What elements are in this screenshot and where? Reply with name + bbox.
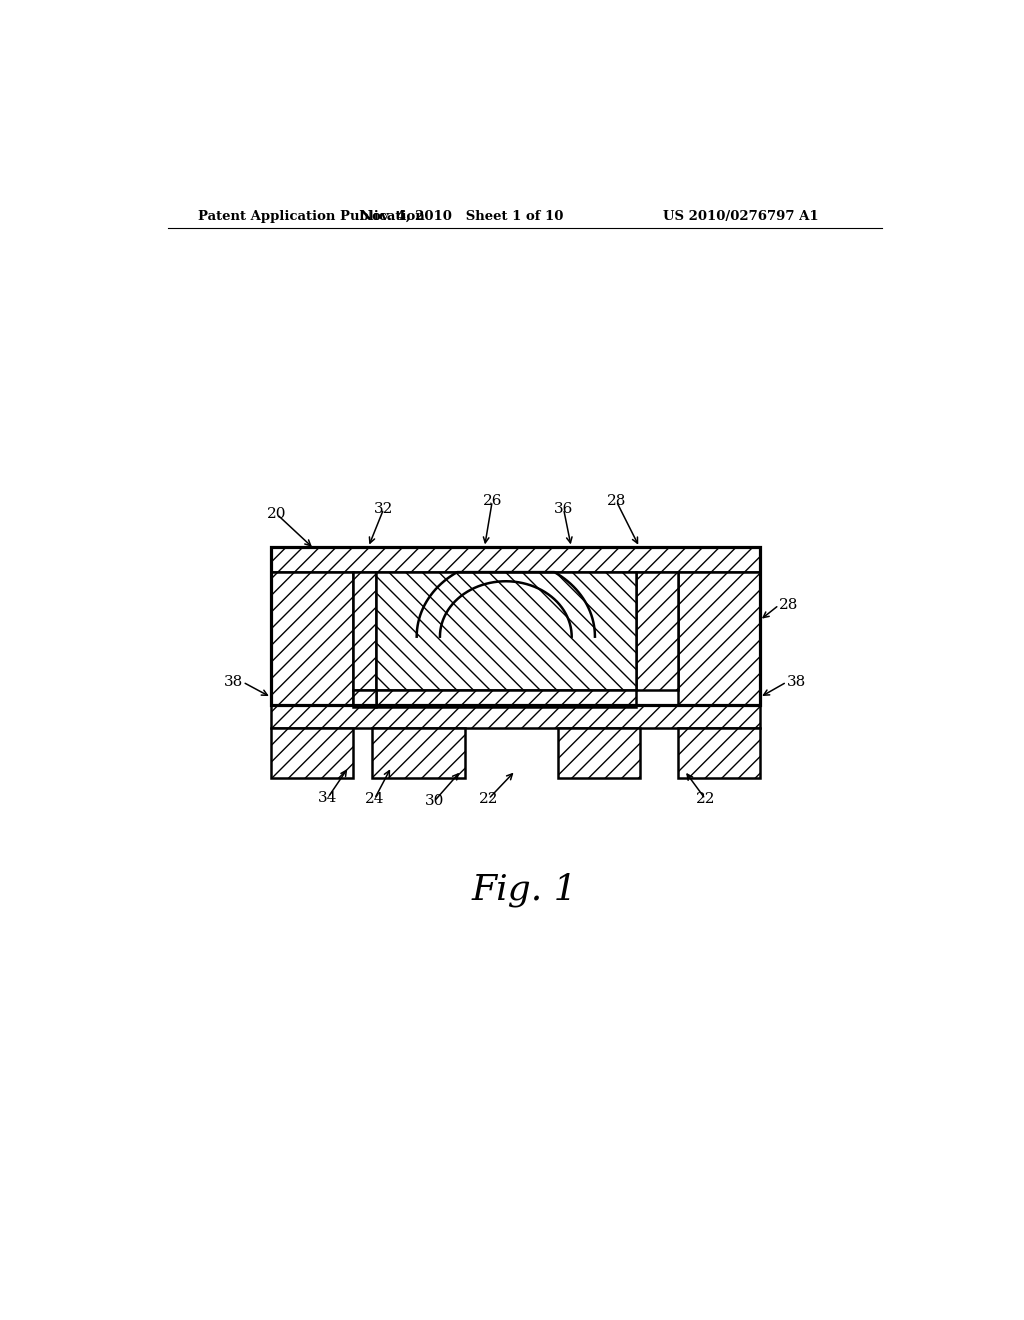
Text: 32: 32 (374, 502, 393, 516)
Text: US 2010/0276797 A1: US 2010/0276797 A1 (663, 210, 818, 223)
Bar (678, 729, 760, 779)
Bar (352, 572, 376, 689)
Text: 34: 34 (318, 791, 338, 804)
Text: 22: 22 (695, 792, 715, 807)
Text: 20: 20 (267, 507, 287, 521)
Bar (678, 572, 760, 705)
Text: 38: 38 (223, 675, 243, 689)
Text: 28: 28 (606, 494, 626, 508)
Text: Patent Application Publication: Patent Application Publication (198, 210, 425, 223)
Bar (372, 729, 465, 779)
Bar (271, 548, 760, 572)
Text: 30: 30 (424, 795, 443, 808)
Text: 38: 38 (786, 675, 806, 689)
Text: 28: 28 (779, 598, 799, 612)
Text: 22: 22 (478, 792, 498, 807)
Bar (558, 729, 640, 779)
Bar (271, 548, 760, 705)
Bar (352, 689, 376, 706)
Text: 36: 36 (554, 502, 573, 516)
Bar (376, 689, 636, 706)
Text: 26: 26 (482, 494, 502, 508)
Bar (271, 705, 760, 729)
Bar (636, 572, 678, 689)
Text: 24: 24 (365, 792, 384, 807)
Text: Fig. 1: Fig. 1 (472, 873, 578, 907)
Bar (271, 572, 352, 705)
Text: Nov. 4, 2010   Sheet 1 of 10: Nov. 4, 2010 Sheet 1 of 10 (359, 210, 563, 223)
Bar (376, 572, 636, 689)
Bar (271, 729, 352, 779)
